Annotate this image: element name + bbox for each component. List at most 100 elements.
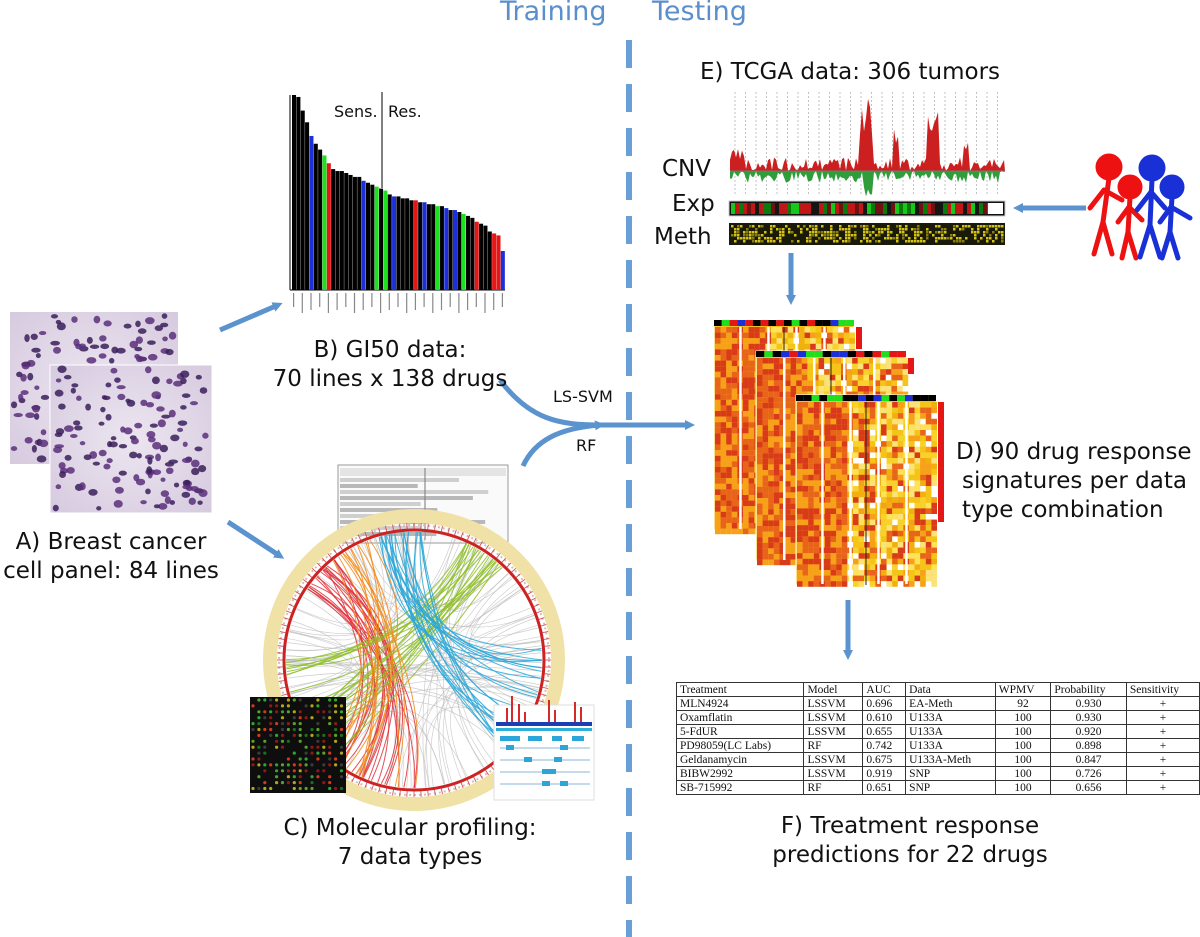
exp-label: Exp	[672, 191, 715, 217]
gi50-tick	[293, 293, 295, 307]
table-row: SB-715992 RF 0.651 SNP 100 0.656 +	[675, 780, 1200, 795]
gi50-caption: B) GI50 data: 70 lines x 138 drugs	[245, 336, 535, 394]
gi50-tick	[449, 293, 451, 307]
table-cell: Oxamflatin	[675, 710, 805, 725]
column-header-wpmv: WPMV	[994, 682, 1052, 697]
gi50-bar	[466, 215, 471, 290]
cell-panel-caption: A) Breast cancer cell panel: 84 lines	[0, 528, 222, 586]
table-cell: +	[1125, 724, 1200, 739]
column-header-model: Model	[803, 682, 864, 697]
table-cell: SB-715992	[675, 780, 805, 795]
column-header-auc: AUC	[862, 682, 907, 697]
table-cell: 100	[994, 752, 1052, 767]
gi50-bar	[361, 180, 366, 290]
gi50-bar	[500, 251, 505, 290]
table-header-row: Treatment Model AUC Data WPMV Probability Sens…	[675, 682, 1200, 697]
cell-panel-caption-line2: cell panel: 84 lines	[3, 557, 219, 584]
cell-panel-images	[10, 312, 213, 514]
gi50-bar	[457, 212, 462, 290]
res-label: Res.	[388, 102, 422, 121]
gi50-bar	[409, 200, 414, 290]
table-cell: Geldanamycin	[675, 752, 805, 767]
gi50-bar	[444, 208, 449, 290]
table-row: 5-FdUR LSSVM 0.655 U133A 100 0.920 +	[675, 724, 1200, 739]
gi50-tick	[475, 293, 477, 307]
signatures-caption-line3: type combination	[962, 496, 1164, 523]
table-cell: U133A-Meth	[905, 752, 996, 767]
signatures-caption-line1: D) 90 drug response	[956, 439, 1192, 465]
lssvm-label: LS-SVM	[553, 387, 613, 406]
predictions-caption-line1: F) Treatment response	[780, 813, 1040, 839]
gi50-bar	[339, 171, 344, 290]
table-cell: LSSVM	[803, 724, 864, 739]
table-cell: 100	[994, 710, 1052, 725]
gi50-tick	[432, 293, 434, 313]
gi50-caption-line1: B) GI50 data:	[313, 337, 467, 363]
gi50-tick	[319, 293, 321, 307]
gi50-tick	[440, 293, 443, 310]
gi50-bar	[479, 223, 484, 290]
gi50-tick	[362, 293, 364, 310]
table-cell: U133A	[905, 710, 996, 725]
gi50-tick	[336, 293, 338, 310]
gi50-bar	[439, 206, 444, 290]
gi50-bar	[292, 95, 297, 290]
gi50-bar	[379, 188, 384, 290]
table-cell: 0.656	[1050, 780, 1127, 795]
gi50-tick	[380, 293, 382, 313]
gi50-tick	[371, 293, 373, 307]
gi50-bar	[470, 217, 475, 290]
table-cell: 0.726	[1050, 766, 1127, 781]
gi50-bar-chart	[289, 92, 505, 313]
gi50-bar	[296, 96, 301, 290]
gi50-bar	[418, 202, 423, 290]
table-cell: 100	[994, 724, 1052, 739]
table-cell: RF	[803, 738, 864, 753]
table-row: PD98059(LC Labs) RF 0.742 U133A 100 0.898 +	[675, 738, 1200, 753]
gi50-bar	[492, 233, 497, 290]
table-cell: 0.696	[862, 696, 907, 711]
table-cell: LSSVM	[803, 696, 864, 711]
gi50-tick	[353, 293, 356, 313]
table-cell: EA-Meth	[905, 696, 996, 711]
gi50-tick	[345, 293, 347, 307]
table-cell: 100	[994, 780, 1052, 795]
gi50-tick	[397, 293, 399, 307]
gi50-bar	[487, 231, 492, 290]
table-cell: RF	[803, 780, 864, 795]
table-cell: 0.847	[1050, 752, 1127, 767]
gi50-bar	[474, 221, 479, 290]
gi50-tick	[310, 293, 312, 310]
flow-arrows	[219, 203, 1086, 660]
gi50-bar	[318, 149, 323, 290]
gi50-bar	[305, 122, 310, 290]
predictions-caption-line2: predictions for 22 drugs	[772, 841, 1048, 868]
gi50-bar	[413, 200, 418, 290]
table-cell: SNP	[905, 766, 996, 781]
gi50-bar	[348, 174, 353, 290]
gi50-tick	[467, 293, 469, 310]
gi50-bar	[370, 184, 375, 290]
table-cell: LSSVM	[803, 752, 864, 767]
gi50-bar	[322, 155, 327, 290]
table-row: BIBW2992 LSSVM 0.919 SNP 100 0.726 +	[675, 766, 1200, 781]
table-row: Oxamflatin LSSVM 0.610 U133A 100 0.930 +	[675, 710, 1200, 725]
gi50-bar	[405, 198, 410, 290]
table-cell: 100	[994, 766, 1052, 781]
table-cell: 0.742	[862, 738, 907, 753]
gi50-bar	[396, 196, 401, 290]
gi50-tick	[493, 293, 495, 310]
table-row: Geldanamycin LSSVM 0.675 U133A-Meth 100 0.847…	[675, 752, 1200, 767]
tcga-data-graphics	[728, 92, 1006, 245]
gi50-tick	[414, 293, 416, 310]
signatures-caption: D) 90 drug response signatures per data …	[956, 438, 1200, 524]
table-cell: +	[1125, 766, 1200, 781]
table-cell: 0.610	[862, 710, 907, 725]
gi50-bar	[461, 213, 466, 290]
molecular-profiling-caption: C) Molecular profiling: 7 data types	[260, 814, 560, 872]
gi50-bar	[483, 225, 488, 290]
gi50-bar	[448, 210, 453, 290]
column-header-data: Data	[905, 682, 996, 697]
testing-heading: Testing	[652, 0, 747, 27]
